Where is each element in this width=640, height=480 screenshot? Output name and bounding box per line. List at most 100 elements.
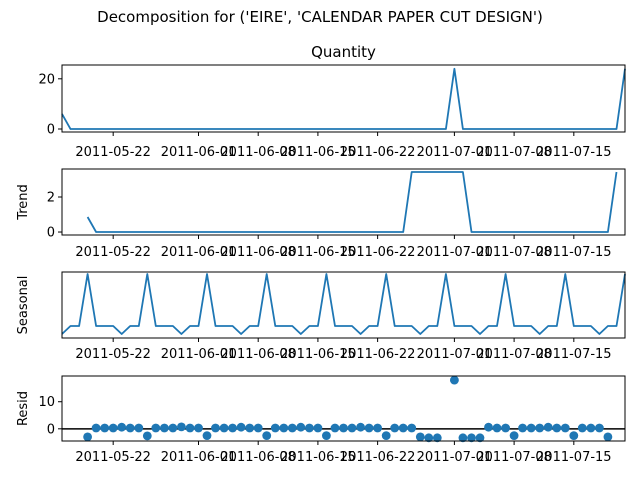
resid-point [313, 423, 323, 433]
resid-point [492, 423, 502, 433]
resid-point [339, 423, 348, 433]
resid-point [211, 423, 220, 433]
x-tick-label: 2011-05-22 [75, 145, 151, 160]
axes-frame [61, 168, 626, 236]
resid-point [603, 432, 613, 442]
resid-point [236, 422, 246, 432]
resid-point [177, 422, 186, 432]
resid-point [125, 423, 135, 433]
series-line [61, 273, 626, 335]
x-tick-label: 2011-06-15 [280, 347, 356, 362]
y-tick-label: 0 [47, 422, 55, 437]
resid-point [134, 423, 144, 433]
x-tick-label: 2011-06-01 [161, 347, 237, 362]
resid-point [577, 423, 587, 433]
x-tick-label: 2011-06-15 [280, 450, 356, 465]
resid-point [219, 423, 229, 433]
resid-point [330, 423, 340, 433]
resid-point [364, 423, 374, 433]
series-line [86, 171, 618, 233]
x-tick-label: 2011-06-08 [220, 245, 296, 260]
resid-point [287, 423, 297, 433]
x-tick-label: 2011-06-01 [161, 145, 237, 160]
resid-point [270, 423, 280, 433]
resid-point [552, 423, 562, 433]
x-tick-label: 2011-06-22 [340, 145, 416, 160]
resid-point [501, 423, 510, 433]
resid-point [356, 422, 365, 432]
x-tick-label: 2011-06-22 [340, 450, 416, 465]
x-tick-label: 2011-07-08 [476, 245, 552, 260]
y-tick-label: 0 [47, 122, 55, 137]
resid-point [450, 375, 459, 385]
resid-point [322, 431, 331, 440]
y-tick-label: 20 [38, 72, 55, 87]
panel-1: Quantity 0 20 2011-05-22 2011-06-012011-06-0… [38, 43, 626, 160]
y-axis-label: Trend [16, 184, 31, 221]
x-tick-label: 2011-06-22 [340, 245, 416, 260]
x-tick-label: 2011-06-15 [280, 245, 356, 260]
resid-point [305, 423, 314, 433]
x-tick-label: 2011-06-08 [220, 145, 296, 160]
resid-point [262, 431, 272, 440]
y-axis-label: Seasonal [16, 276, 31, 335]
resid-point [160, 423, 169, 433]
x-tick-label: 2011-06-01 [161, 245, 237, 260]
y-axis-label: Resid [16, 391, 31, 426]
x-tick-label: 2011-07-08 [476, 450, 552, 465]
resid-point [560, 423, 570, 433]
resid-point [475, 433, 485, 443]
x-tick-label: 2011-05-22 [75, 450, 151, 465]
x-tick-label: 2011-06-15 [280, 145, 356, 160]
resid-point [407, 423, 417, 433]
resid-point [347, 423, 357, 433]
axes-frame [61, 271, 626, 339]
series-line [61, 67, 626, 130]
y-tick-label: 10 [38, 395, 55, 410]
y-tick-label: 0 [47, 226, 55, 241]
y-tick-label: 2 [47, 191, 55, 206]
resid-point [245, 423, 255, 433]
resid-point [151, 423, 161, 433]
resid-point [398, 423, 408, 433]
resid-point [168, 423, 178, 433]
x-tick-label: 2011-07-01 [417, 145, 493, 160]
x-tick-label: 2011-06-22 [340, 347, 416, 362]
resid-point [484, 422, 493, 432]
x-tick-label: 2011-05-22 [75, 245, 151, 260]
resid-point [279, 423, 289, 433]
panel-title: Quantity [311, 43, 376, 61]
resid-point [586, 423, 596, 433]
resid-point [83, 432, 92, 442]
resid-point [228, 423, 238, 433]
figure-suptitle: Decomposition for ('EIRE', 'CALENDAR PAP… [97, 8, 543, 26]
resid-point [390, 423, 400, 433]
x-tick-label: 2011-07-08 [476, 145, 552, 160]
resid-point [142, 431, 152, 441]
axes-frame [61, 375, 626, 442]
x-tick-label: 2011-07-15 [536, 450, 612, 465]
x-tick-label: 2011-06-08 [220, 347, 296, 362]
x-tick-label: 2011-07-15 [536, 145, 612, 160]
resid-point [543, 422, 553, 432]
axes-frame [61, 64, 626, 133]
x-tick-label: 2011-05-22 [75, 347, 151, 362]
resid-point [595, 423, 604, 433]
resid-point [100, 423, 110, 433]
resid-point [518, 423, 527, 433]
resid-point [296, 422, 306, 432]
resid-point [535, 423, 545, 433]
resid-point [108, 423, 118, 433]
resid-point [415, 432, 425, 442]
resid-point [91, 423, 101, 433]
resid-point [458, 433, 468, 443]
resid-point [117, 422, 127, 432]
x-tick-label: 2011-07-15 [536, 347, 612, 362]
x-tick-label: 2011-07-01 [417, 450, 493, 465]
x-tick-label: 2011-07-15 [536, 245, 612, 260]
resid-point [381, 431, 391, 440]
resid-point [194, 423, 203, 433]
